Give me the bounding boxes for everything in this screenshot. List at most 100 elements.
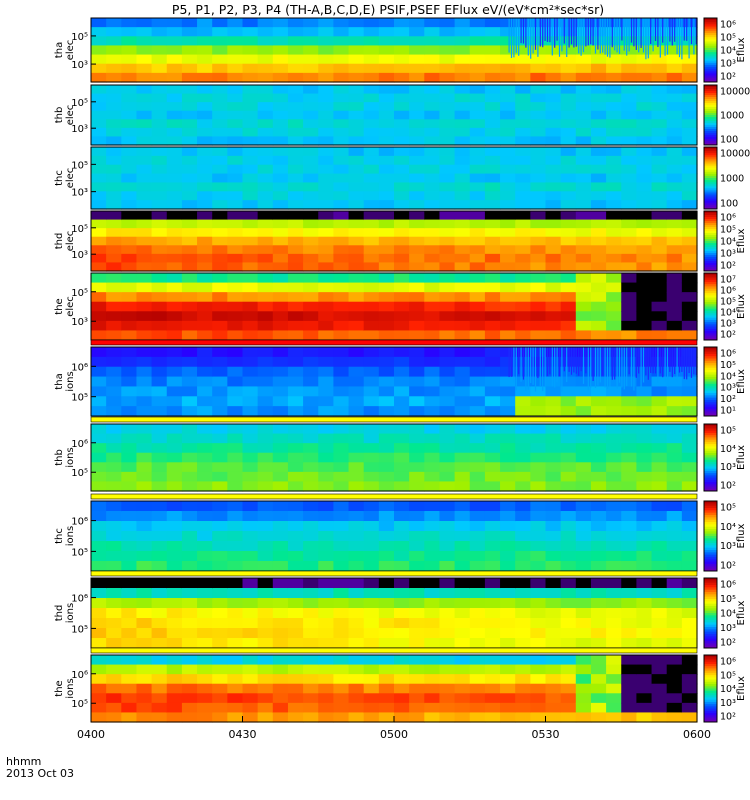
colorbar-segment <box>704 288 717 292</box>
heatmap-cell <box>394 551 410 562</box>
colorbar-segment <box>704 536 717 539</box>
heatmap-cell <box>651 182 668 192</box>
heatmap-cell <box>257 102 274 112</box>
heatmap-cell <box>378 608 395 619</box>
heatmap-cell <box>333 27 350 37</box>
panel-label-species: elec <box>65 231 76 252</box>
heatmap-cell <box>590 608 607 619</box>
heatmap-cell <box>378 200 395 210</box>
heatmap-cell <box>454 72 471 83</box>
heatmap-cell <box>91 406 107 417</box>
heatmap-cell <box>272 219 289 229</box>
heatmap-cell <box>409 452 425 463</box>
heatmap-cell <box>363 674 380 685</box>
colorbar-segment <box>704 75 717 79</box>
heatmap-cell <box>590 481 607 492</box>
heatmap-cell <box>106 173 122 184</box>
heatmap-cell <box>590 292 607 303</box>
heatmap-cell <box>545 63 562 74</box>
heatmap-cell <box>303 219 319 229</box>
heatmap-cell <box>515 618 531 629</box>
heatmap-cell <box>318 443 334 454</box>
heatmap-cell <box>242 301 259 312</box>
heatmap-cell <box>121 608 138 619</box>
heatmap-cell <box>151 561 168 572</box>
heatmap-cell <box>575 664 592 675</box>
heatmap-cell <box>227 376 244 388</box>
heatmap-cell <box>409 136 425 146</box>
heatmap-cell <box>651 173 668 184</box>
heatmap-cell <box>272 588 289 599</box>
heatmap-cell <box>181 674 198 685</box>
heatmap-cell <box>590 72 607 83</box>
heatmap-cell <box>136 320 153 332</box>
heatmap-cell <box>106 424 122 435</box>
heatmap-cell <box>606 200 622 210</box>
heatmap-cell <box>469 638 486 649</box>
colorbar-tick-label: 10⁴ <box>720 684 736 695</box>
heatmap-cell <box>681 119 698 129</box>
heatmap-cell <box>303 45 319 56</box>
heatmap-cell <box>303 551 319 562</box>
heatmap-cell <box>333 45 350 56</box>
heatmap-cell <box>545 27 562 37</box>
colorbar-segment <box>704 151 717 154</box>
heatmap-cell <box>106 155 122 166</box>
heatmap-cell <box>227 282 244 293</box>
heatmap-cell <box>91 588 107 599</box>
colorbar-segment <box>704 484 717 488</box>
colorbar-segment <box>704 245 717 248</box>
heatmap-cell <box>287 191 304 201</box>
heatmap-cell <box>484 262 501 272</box>
heatmap-cell <box>636 702 653 714</box>
heatmap-cell <box>500 424 516 435</box>
colorbar-segment <box>704 688 717 692</box>
heatmap-cell <box>439 347 456 358</box>
colorbar-segment <box>704 73 717 77</box>
heatmap-cell <box>287 628 304 639</box>
heatmap-cell <box>651 164 668 175</box>
colorbar-tick-label: 10⁴ <box>720 371 736 382</box>
heatmap-cell <box>484 253 501 264</box>
heatmap-cell <box>681 173 698 184</box>
heatmap-cell <box>303 424 319 435</box>
heatmap-cell <box>409 366 425 378</box>
heatmap-cell <box>394 236 410 246</box>
colorbar-segment <box>704 243 717 246</box>
colorbar-tick-label: 10³ <box>720 59 736 70</box>
heatmap-cell <box>530 655 547 666</box>
heatmap-cell <box>409 236 425 246</box>
heatmap-cell <box>500 18 516 28</box>
heatmap-cell <box>181 702 198 714</box>
heatmap-cell <box>394 702 410 714</box>
heatmap-cell <box>621 119 637 129</box>
heatmap-cell <box>136 273 153 284</box>
heatmap-cell <box>303 608 319 619</box>
heatmap-cell <box>651 638 668 649</box>
heatmap-cell <box>636 93 653 103</box>
heatmap-cell <box>151 693 168 704</box>
heatmap-cell <box>500 386 516 397</box>
heatmap-cell <box>303 236 319 246</box>
heatmap-cell <box>590 147 607 157</box>
heatmap-cell <box>303 27 319 37</box>
heatmap-cell <box>121 702 138 714</box>
heatmap-cell <box>424 683 441 694</box>
heatmap-cell <box>530 253 547 264</box>
colorbar-segment <box>704 217 717 220</box>
heatmap-cell <box>409 311 425 322</box>
colorbar-segment <box>704 697 717 701</box>
heatmap-cell <box>363 72 380 83</box>
heatmap-cell <box>469 273 486 284</box>
heatmap-cell <box>560 155 577 166</box>
heatmap-cell <box>409 253 425 264</box>
heatmap-cell <box>303 301 319 312</box>
heatmap-cell <box>666 119 683 129</box>
heatmap-cell <box>515 424 531 435</box>
heatmap-cell <box>136 551 153 562</box>
heatmap-cell <box>560 219 577 229</box>
heatmap-cell <box>530 664 547 675</box>
heatmap-cell <box>272 330 289 341</box>
colorbar-segment <box>704 267 717 270</box>
heatmap-cell <box>439 481 456 492</box>
